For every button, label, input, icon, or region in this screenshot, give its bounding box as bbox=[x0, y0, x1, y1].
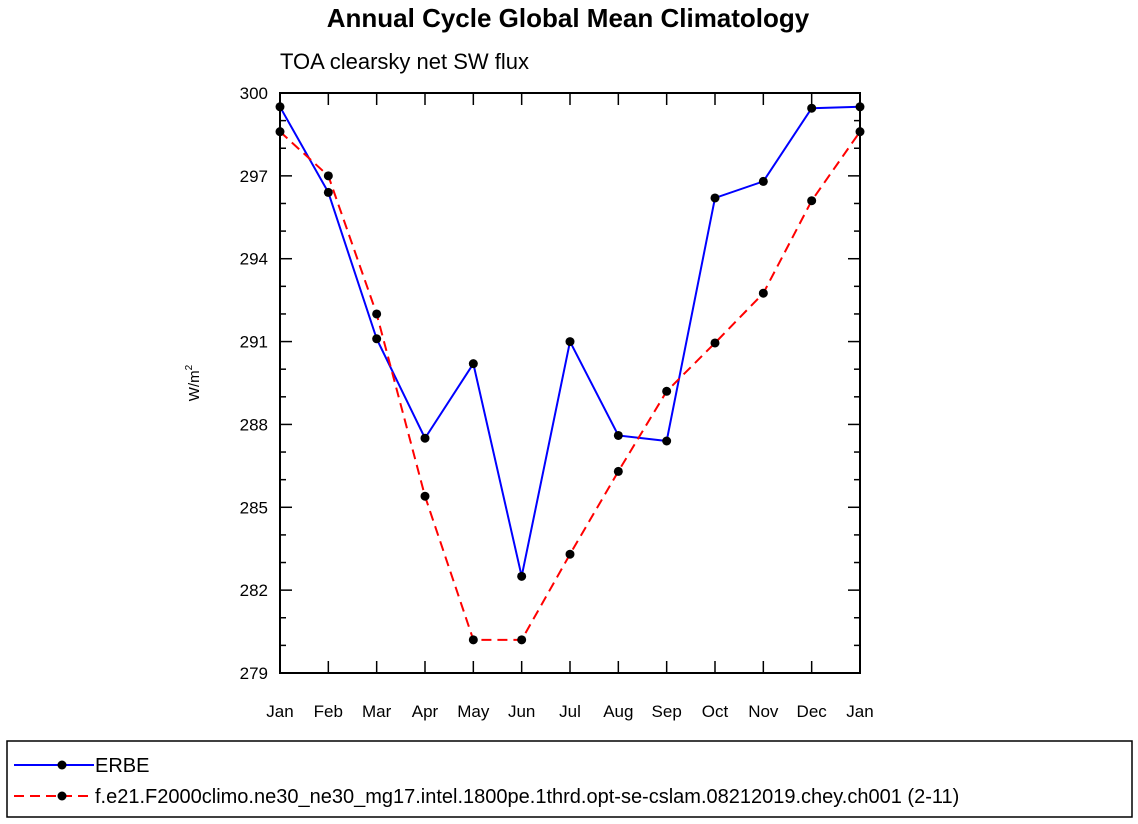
data-point bbox=[468, 635, 478, 645]
data-point bbox=[710, 338, 720, 348]
legend: ERBE f.e21.F2000climo.ne30_ne30_mg17.inte… bbox=[14, 755, 959, 808]
x-tick-label: Aug bbox=[603, 702, 633, 721]
x-tick-label: May bbox=[457, 702, 490, 721]
data-point bbox=[517, 635, 527, 645]
data-point bbox=[613, 430, 623, 440]
data-point bbox=[758, 288, 768, 298]
y-tick-label: 288 bbox=[240, 415, 268, 434]
data-point bbox=[710, 193, 720, 203]
y-tick-label: 294 bbox=[240, 250, 268, 269]
x-tick-label: Feb bbox=[314, 702, 343, 721]
data-point bbox=[372, 334, 382, 344]
x-tick-label: Jan bbox=[266, 702, 293, 721]
data-point bbox=[807, 103, 817, 113]
plot-area bbox=[279, 92, 861, 674]
y-tick-label: 282 bbox=[240, 581, 268, 600]
legend-label: f.e21.F2000climo.ne30_ne30_mg17.intel.18… bbox=[95, 786, 959, 808]
x-tick-label: Oct bbox=[702, 702, 729, 721]
legend-box bbox=[6, 740, 1133, 818]
data-point bbox=[807, 196, 817, 206]
series-lines bbox=[279, 105, 861, 641]
data-point bbox=[323, 187, 333, 197]
data-point bbox=[468, 359, 478, 369]
series-line bbox=[279, 130, 861, 641]
x-tick-label: Jul bbox=[559, 702, 581, 721]
data-point bbox=[323, 171, 333, 181]
data-point bbox=[420, 433, 430, 443]
legend-label: ERBE bbox=[95, 755, 149, 777]
data-point bbox=[758, 176, 768, 186]
data-point bbox=[613, 466, 623, 476]
x-tick-label: Mar bbox=[362, 702, 392, 721]
y-tick-label: 285 bbox=[240, 498, 268, 517]
x-tick-label: Sep bbox=[652, 702, 682, 721]
x-tick-label: Jun bbox=[508, 702, 535, 721]
tick-labels: 279 282 285 288 291 294 297 300 Jan Feb Mar Apr May J… bbox=[240, 84, 874, 721]
legend-marker bbox=[57, 791, 67, 801]
data-point bbox=[565, 337, 575, 347]
x-tick-label: Nov bbox=[748, 702, 779, 721]
x-tick-label: Dec bbox=[797, 702, 828, 721]
data-point bbox=[517, 571, 527, 581]
x-tick-label: Jan bbox=[846, 702, 873, 721]
data-point bbox=[662, 436, 672, 446]
chart-title: Annual Cycle Global Mean Climatology bbox=[327, 3, 810, 33]
legend-marker bbox=[57, 760, 67, 770]
series-points bbox=[275, 102, 865, 645]
y-tick-label: 297 bbox=[240, 167, 268, 186]
data-point bbox=[420, 491, 430, 501]
data-point bbox=[662, 386, 672, 396]
y-axis-label-text: W/m bbox=[186, 370, 203, 401]
x-tick-label: Apr bbox=[412, 702, 439, 721]
axis-ticks bbox=[279, 92, 861, 674]
y-tick-label: 300 bbox=[240, 84, 268, 103]
y-axis-label-superscript: 2 bbox=[184, 364, 195, 370]
data-point bbox=[565, 549, 575, 559]
data-point bbox=[372, 309, 382, 319]
chart-subtitle: TOA clearsky net SW flux bbox=[280, 49, 529, 74]
y-axis-label: W/m2 bbox=[184, 364, 203, 401]
y-tick-label: 291 bbox=[240, 333, 268, 352]
y-tick-label: 279 bbox=[240, 664, 268, 683]
